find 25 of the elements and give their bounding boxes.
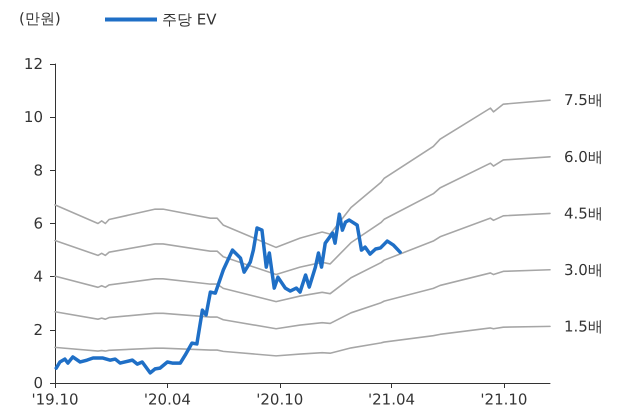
- series-label: 3.0배: [564, 260, 603, 279]
- x-tick-label: '21.10: [480, 390, 528, 408]
- line-series: [54, 99, 551, 248]
- y-tick-label: 6: [33, 214, 43, 232]
- x-tick-label: '19.10: [31, 390, 79, 408]
- series-label: 4.5배: [564, 204, 603, 222]
- x-tick-label: '21.04: [368, 390, 416, 408]
- line-series: [54, 156, 551, 276]
- x-tick-label: '20.04: [144, 390, 191, 408]
- line-series: [54, 212, 551, 302]
- legend-label: 주당 EV: [162, 10, 218, 28]
- y-tick-label: 12: [24, 55, 43, 73]
- line-series: [54, 268, 551, 330]
- y-axis-title: (만원): [19, 10, 61, 28]
- line-series: [54, 326, 551, 357]
- series-label: 6.0배: [564, 148, 603, 166]
- y-tick-label: 10: [24, 108, 43, 126]
- series-label: 7.5배: [564, 91, 603, 110]
- y-tick-label: 2: [33, 320, 43, 339]
- y-tick-label: 4: [33, 268, 43, 286]
- series-label: 1.5배: [564, 317, 603, 336]
- x-tick-label: '20.10: [256, 390, 304, 408]
- line-series: [54, 212, 402, 375]
- y-tick-label: 0: [33, 374, 43, 392]
- y-tick-label: 8: [33, 161, 43, 180]
